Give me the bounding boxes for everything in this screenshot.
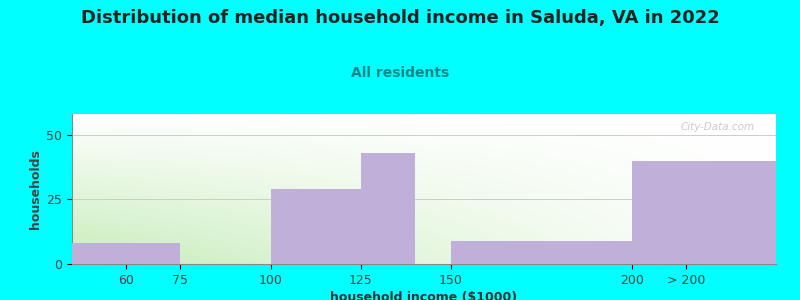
Y-axis label: households: households (29, 149, 42, 229)
Bar (270, 189, 361, 264)
Text: All residents: All residents (351, 66, 449, 80)
Text: Distribution of median household income in Saluda, VA in 2022: Distribution of median household income … (81, 9, 719, 27)
Bar (451, 241, 631, 264)
Bar (361, 153, 415, 264)
X-axis label: household income ($1000): household income ($1000) (330, 291, 518, 300)
Bar (631, 160, 776, 264)
Text: City-Data.com: City-Data.com (681, 122, 755, 131)
Bar (72, 243, 180, 264)
